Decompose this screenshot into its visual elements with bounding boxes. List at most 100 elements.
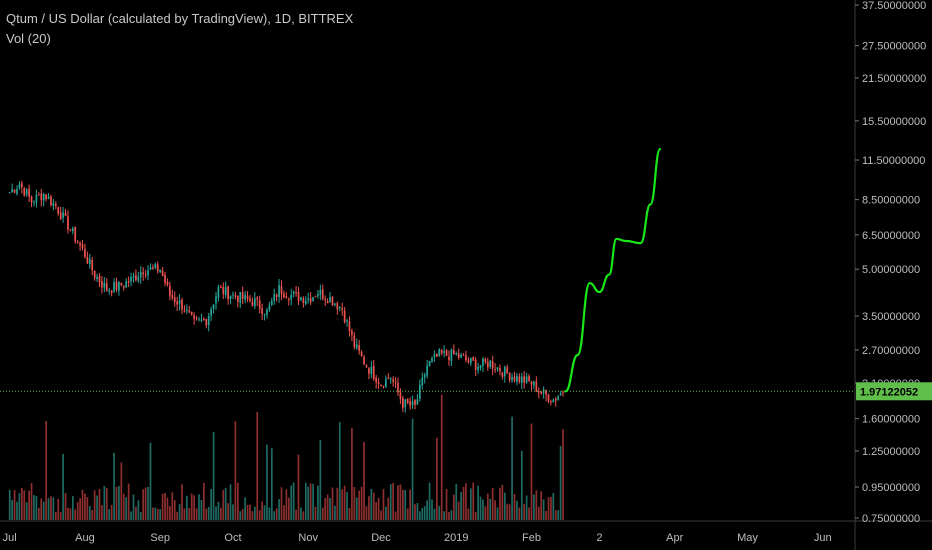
price-tick-label: 5.00000000 — [862, 264, 920, 276]
volume-bar — [33, 494, 35, 520]
volume-bar — [249, 504, 251, 520]
candle-body — [239, 292, 242, 303]
volume-bar — [161, 493, 164, 520]
candle-body — [489, 360, 492, 367]
candle-body — [261, 308, 263, 314]
volume-bar — [336, 487, 339, 520]
volume-bar — [110, 504, 113, 520]
candle-body — [263, 314, 266, 316]
volume-bar — [562, 429, 564, 520]
candle-body — [227, 286, 229, 300]
volume-bar — [11, 499, 13, 520]
volume-bar — [542, 499, 545, 520]
volume-bar — [64, 493, 67, 520]
volume-bar — [88, 505, 91, 520]
candle-body — [300, 297, 302, 300]
candle-body — [445, 350, 448, 356]
candle-body — [130, 277, 132, 282]
volume-bar — [171, 492, 174, 520]
candle-body — [307, 298, 310, 301]
volume-bar — [81, 489, 84, 520]
price-tick-label: 21.50000000 — [862, 73, 926, 85]
volume-bar — [297, 454, 300, 520]
volume-bar — [411, 418, 414, 520]
volume-bar — [236, 482, 239, 520]
candle-body — [23, 188, 26, 196]
volume-bar — [309, 483, 312, 520]
candle-body — [270, 301, 273, 305]
last-price-badge — [856, 382, 932, 401]
candle-body — [71, 228, 74, 232]
candle-body — [528, 376, 530, 381]
volume-bar — [8, 489, 11, 520]
volume-bar — [266, 444, 268, 520]
candle-body — [132, 276, 135, 278]
candle-body — [329, 297, 331, 303]
candle-body — [394, 381, 397, 383]
price-tick-label: 0.75000000 — [862, 513, 920, 525]
last-price-label: 1.97122052 — [860, 386, 918, 398]
candle-body — [467, 359, 470, 362]
candle-body — [67, 216, 69, 230]
candle-body — [188, 310, 191, 313]
time-tick-label: Oct — [224, 532, 241, 544]
candle-body — [520, 376, 523, 383]
candle-body — [438, 349, 441, 357]
volume-bar — [159, 509, 162, 520]
candle-body — [287, 299, 290, 301]
price-tick-label: 8.50000000 — [862, 195, 920, 207]
volume-bar — [525, 495, 528, 520]
candle-body — [59, 212, 62, 220]
volume-bar — [120, 462, 123, 520]
projection-drawing[interactable] — [564, 147, 662, 393]
candle-body — [353, 335, 356, 348]
candle-body — [149, 267, 152, 270]
candle-body — [452, 350, 455, 355]
candle-body — [120, 282, 123, 286]
candle-body — [268, 305, 271, 311]
candle-body — [181, 299, 183, 310]
candle-body — [190, 311, 193, 315]
volume-bar — [270, 448, 273, 520]
candle-body — [20, 183, 23, 188]
volume-bar — [176, 511, 179, 520]
candle-body — [244, 294, 246, 300]
volume-bar — [351, 427, 353, 520]
candle-body — [411, 401, 414, 406]
candle-body — [503, 366, 506, 377]
volume-bar — [215, 506, 217, 520]
candle-body — [533, 381, 535, 386]
volume-bar — [122, 493, 125, 520]
candle-body — [392, 379, 395, 382]
time-tick-label: May — [737, 532, 758, 544]
volume-bar — [76, 502, 79, 520]
candle-body — [285, 296, 288, 298]
candle-body — [506, 367, 509, 374]
volume-bar — [178, 504, 181, 520]
volume-bar — [74, 509, 77, 520]
candle-body — [387, 377, 390, 380]
volume-bar — [387, 497, 390, 520]
volume-bar — [59, 511, 62, 520]
volume-bar — [275, 508, 278, 520]
volume-bar — [491, 487, 494, 520]
candle-body — [147, 270, 149, 276]
candle-body — [343, 310, 346, 322]
candle-body — [118, 281, 120, 291]
time-tick-label: 2 — [596, 532, 602, 544]
volume-bar — [409, 489, 411, 520]
volume-bar — [377, 497, 380, 520]
volume-bar — [118, 485, 120, 520]
time-tick-label: Nov — [298, 532, 318, 544]
candle-body — [13, 189, 16, 193]
volume-bar — [47, 498, 50, 520]
candle-body — [57, 207, 60, 214]
volume-bar — [445, 488, 448, 520]
volume-bar — [188, 507, 191, 520]
candle-body — [101, 281, 103, 288]
volume-bar — [421, 507, 424, 520]
candle-body — [37, 194, 40, 196]
volume-bar — [35, 496, 38, 520]
